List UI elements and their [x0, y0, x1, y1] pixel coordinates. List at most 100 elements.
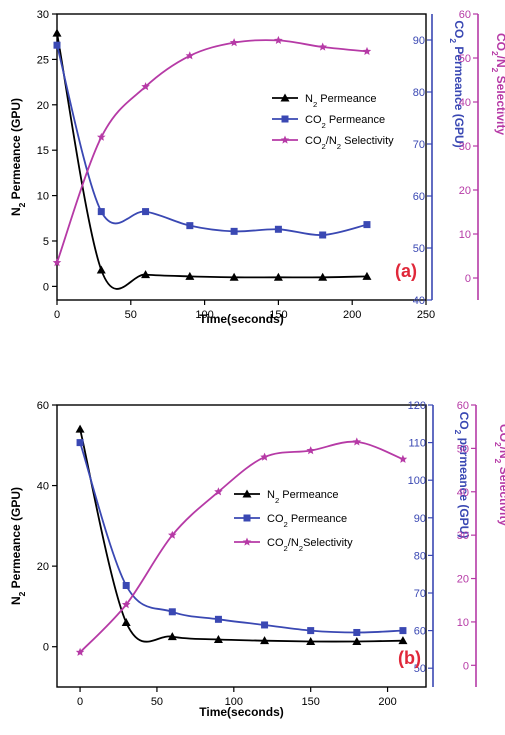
legend-label-1: N2 Permeance [267, 489, 339, 505]
series-3-point [52, 258, 62, 267]
y3-tick-label: 0 [465, 273, 471, 285]
y2-tick-label: 60 [413, 191, 425, 203]
series-1-point [121, 618, 131, 627]
y2-tick-label: 90 [414, 513, 426, 525]
series-3-point [352, 437, 362, 446]
y3-tick-label: 0 [463, 660, 469, 672]
legend-label-2: CO2 Permeance [267, 513, 347, 529]
series-2-point [97, 208, 105, 216]
legend-marker-2 [281, 115, 289, 123]
y3-tick-label: 40 [459, 97, 471, 109]
legend-marker-1 [242, 489, 252, 498]
y1-tick-label: 5 [43, 236, 49, 248]
y1-tick-label: 10 [37, 191, 49, 203]
y3-tick-label: 60 [459, 9, 471, 21]
y2-tick-label: 110 [408, 438, 426, 450]
series-3-point [318, 42, 327, 51]
series-1-point [52, 28, 62, 37]
series-3-point [75, 647, 85, 656]
legend-label-2: CO2 Permeance [305, 114, 385, 130]
series-3-point [214, 487, 223, 496]
legend-label-3: CO2/N2 Selectivity [305, 135, 394, 151]
y2-tick-label: 80 [414, 550, 426, 562]
series-2-point [319, 231, 327, 239]
panel-tag: (b) [398, 648, 421, 668]
y3-axis-title: CO2/N2 Selectivity [493, 424, 505, 526]
y2-tick-label: 120 [408, 400, 426, 412]
x-axis-title: Time(seconds) [199, 705, 283, 719]
series-1-point [260, 636, 270, 645]
y2-tick-label: 50 [413, 243, 425, 255]
series-1-point [167, 632, 177, 641]
y1-tick-label: 15 [37, 145, 49, 157]
y2-tick-label: 40 [413, 295, 425, 307]
series-3-point [229, 38, 239, 47]
y3-tick-label: 20 [457, 574, 469, 586]
series-1-point [75, 424, 85, 433]
x-tick-label: 150 [302, 696, 320, 708]
series-3-point [274, 35, 283, 44]
series-2-point [261, 621, 269, 629]
y2-tick-label: 80 [413, 87, 425, 99]
series-3-point [398, 454, 408, 463]
y1-tick-label: 20 [37, 561, 49, 573]
y1-tick-label: 60 [37, 400, 49, 412]
y2-tick-label: 50 [414, 663, 426, 675]
series-1-point [273, 272, 283, 281]
legend-marker-3 [242, 537, 252, 546]
series-line-2 [79, 442, 403, 634]
series-1-point [96, 265, 106, 274]
y2-tick-label: 60 [414, 626, 426, 638]
series-2-point [214, 615, 222, 623]
series-3-point [362, 46, 372, 55]
y1-tick-label: 0 [43, 281, 49, 293]
series-3-point [260, 452, 269, 461]
y2-tick-label: 70 [414, 588, 426, 600]
series-2-point [307, 627, 315, 635]
series-1-point [185, 271, 195, 280]
y3-tick-label: 30 [459, 141, 471, 153]
x-tick-label: 50 [151, 696, 163, 708]
series-2-point [122, 581, 130, 589]
series-2-point [76, 439, 84, 447]
y1-tick-label: 0 [43, 642, 49, 654]
series-2-point [230, 227, 238, 235]
y3-tick-label: 50 [457, 443, 469, 455]
y3-tick-label: 30 [457, 530, 469, 542]
series-2-point [53, 41, 61, 49]
series-1-point [229, 272, 239, 281]
series-3-point [185, 51, 195, 60]
series-3-point [168, 530, 177, 539]
series-1-point [141, 270, 151, 279]
y1-tick-label: 20 [37, 100, 49, 112]
y3-tick-label: 10 [459, 229, 471, 241]
x-tick-label: 250 [417, 309, 435, 321]
series-2-point [399, 627, 407, 635]
x-tick-label: 0 [54, 309, 60, 321]
y1-axis-title: N2 Permeance (GPU) [9, 98, 27, 216]
x-tick-label: 150 [269, 309, 287, 321]
series-3-point [141, 82, 150, 91]
y3-tick-label: 10 [457, 617, 469, 629]
panel-tag: (a) [395, 261, 417, 281]
series-2-point [353, 628, 361, 636]
y1-tick-label: 30 [37, 9, 49, 21]
series-2-point [363, 221, 371, 229]
series-2-point [186, 222, 194, 230]
legend-marker-3 [280, 135, 290, 144]
x-tick-label: 200 [378, 696, 396, 708]
series-1-point [213, 634, 223, 643]
y2-axis-title: CO2 Permeance (GPU) [448, 20, 466, 147]
plot-frame [56, 13, 427, 301]
y3-tick-label: 60 [457, 400, 469, 412]
series-2-point [168, 608, 176, 616]
x-axis-title: Time(seconds) [199, 312, 283, 326]
legend-marker-2 [243, 514, 251, 522]
series-2-point [142, 208, 150, 216]
legend-marker-1 [280, 93, 290, 102]
series-3-point [97, 132, 106, 141]
y2-tick-label: 70 [413, 139, 425, 151]
